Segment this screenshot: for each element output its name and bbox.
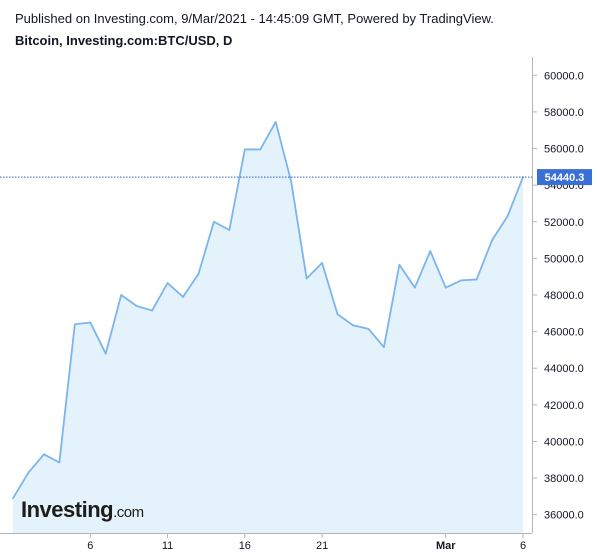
data-point-21 — [336, 313, 339, 316]
logo-brand: Investing — [21, 497, 114, 522]
last-price-tag — [537, 169, 592, 186]
data-point-13 — [213, 220, 215, 223]
data-point-31 — [491, 239, 493, 241]
x-tick-label-3: 21 — [316, 540, 328, 552]
data-point-1 — [27, 471, 30, 474]
x-tick-label-4: Mar — [436, 540, 456, 552]
data-point-17 — [274, 121, 277, 123]
data-point-10 — [166, 282, 169, 284]
data-point-3 — [58, 461, 61, 464]
last-price-label: 54440.3 — [545, 172, 585, 184]
data-point-5 — [89, 321, 92, 324]
y-tick-label-12: 60000.0 — [544, 70, 584, 82]
data-point-2 — [43, 453, 45, 456]
data-point-30 — [475, 278, 478, 281]
data-point-20 — [321, 262, 323, 264]
series-area-fill — [13, 121, 523, 533]
y-tick-label-1: 38000.0 — [544, 473, 584, 485]
data-point-28 — [444, 286, 447, 289]
data-point-4 — [73, 323, 76, 326]
data-point-23 — [367, 327, 370, 330]
data-point-18 — [290, 180, 293, 183]
data-point-9 — [151, 309, 153, 312]
data-point-11 — [182, 295, 184, 298]
published-caption: Published on Investing.com, 9/Mar/2021 -… — [15, 11, 494, 26]
x-tick-label-2: 16 — [239, 540, 251, 552]
y-tick-label-0: 36000.0 — [544, 510, 584, 522]
data-point-0 — [12, 497, 14, 500]
data-point-25 — [398, 263, 401, 266]
y-tick-label-8: 52000.0 — [544, 217, 584, 229]
y-tick-label-11: 58000.0 — [544, 107, 584, 119]
y-tick-label-3: 42000.0 — [544, 400, 584, 412]
data-point-24 — [383, 346, 385, 349]
data-point-22 — [352, 324, 354, 327]
chart-symbol-title: Bitcoin, Investing.com:BTC/USD, D — [15, 33, 233, 48]
data-point-8 — [135, 305, 138, 307]
data-point-16 — [259, 148, 262, 151]
data-point-27 — [429, 250, 432, 252]
data-point-32 — [506, 215, 509, 218]
data-point-12 — [197, 273, 200, 275]
data-point-6 — [104, 352, 107, 355]
y-tick-label-5: 46000.0 — [544, 327, 584, 339]
x-tick-label-1: 11 — [162, 540, 173, 552]
y-tick-label-10: 56000.0 — [544, 144, 584, 156]
investing-logo: Investing.com — [21, 497, 144, 523]
y-tick-label-6: 48000.0 — [544, 290, 584, 302]
data-point-15 — [243, 148, 246, 151]
data-point-7 — [120, 294, 123, 296]
data-point-29 — [460, 279, 463, 282]
y-tick-label-7: 50000.0 — [544, 253, 584, 265]
data-point-19 — [305, 277, 308, 280]
y-tick-label-4: 44000.0 — [544, 363, 584, 375]
x-tick-label-5: 6 — [520, 540, 526, 552]
data-point-26 — [413, 286, 416, 289]
y-tick-label-2: 40000.0 — [544, 436, 584, 448]
logo-suffix: .com — [113, 504, 144, 521]
x-tick-label-0: 6 — [87, 540, 93, 552]
series-line — [12, 121, 524, 499]
data-point-14 — [228, 229, 231, 231]
